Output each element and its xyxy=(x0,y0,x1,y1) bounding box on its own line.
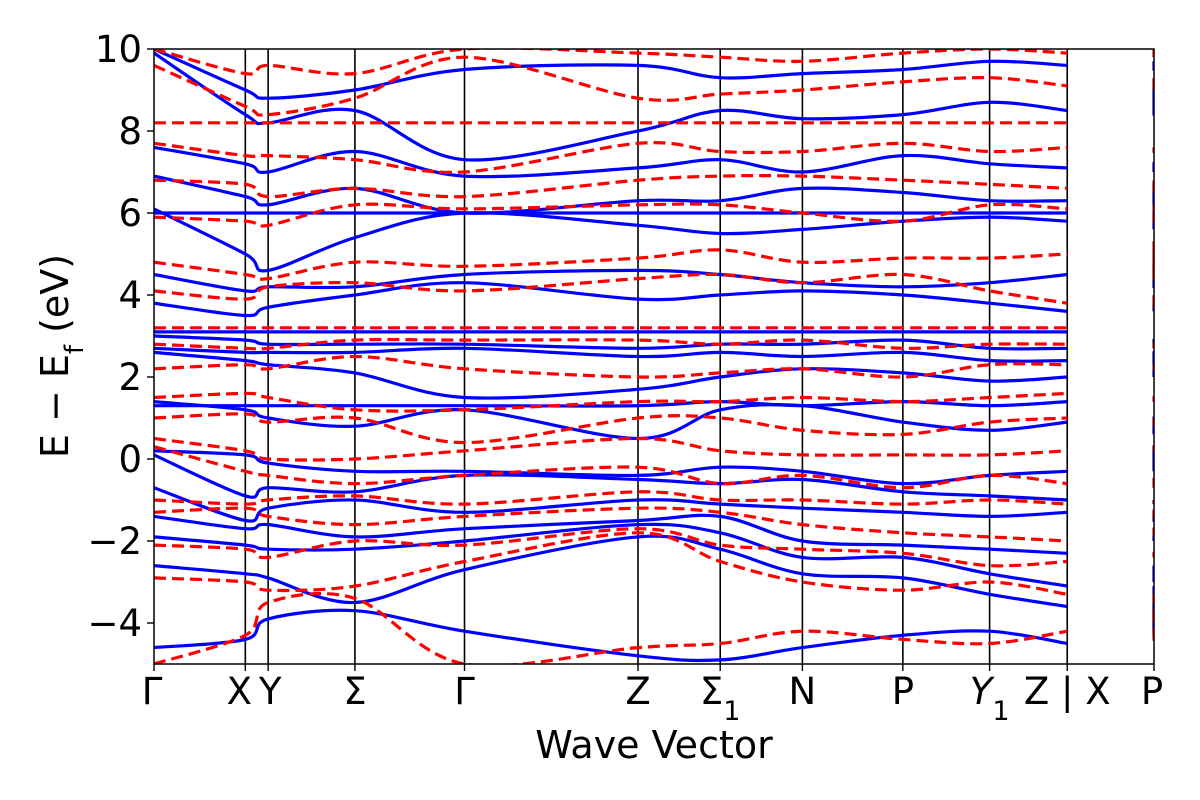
y-axis-label-unit: (eV) xyxy=(33,254,77,333)
x-axis-label: Wave Vector xyxy=(535,723,773,767)
x-tick-label-text: Y xyxy=(258,670,282,713)
y-axis-label: E − Ef (eV) xyxy=(33,254,90,458)
x-tick-label-subscript: 1 xyxy=(992,696,1009,727)
x-tick-label-text: P xyxy=(1141,670,1163,713)
x-tick-label: Γ xyxy=(454,670,475,713)
x-tick-label: Σ1 xyxy=(700,670,741,727)
band-line xyxy=(154,453,1068,502)
band-line xyxy=(154,141,1068,174)
x-tick-label: Y xyxy=(258,670,282,713)
x-tick-label-text: Y xyxy=(970,670,995,713)
y-tick-label: 10 xyxy=(95,28,142,71)
band-line xyxy=(154,272,1068,305)
y-axis-label-subscript: f xyxy=(60,344,90,354)
dashed-bands-series xyxy=(154,49,1154,664)
y-tick-label: −2 xyxy=(87,520,142,563)
band-line xyxy=(154,522,1068,588)
band-line xyxy=(154,513,1068,555)
x-tick-label: Z xyxy=(625,670,650,713)
band-line xyxy=(154,55,1068,117)
bands-layer xyxy=(154,49,1154,664)
band-line xyxy=(154,608,1068,663)
x-tick-label-text: Σ xyxy=(343,670,366,713)
band-line xyxy=(154,436,1068,462)
band-line xyxy=(154,527,1068,568)
band-line xyxy=(154,346,1068,363)
x-tick-label: P xyxy=(892,670,914,713)
y-tick-label: −4 xyxy=(87,602,142,645)
band-line xyxy=(154,391,1068,413)
band-line xyxy=(154,592,1068,664)
y-tick-label: 4 xyxy=(118,274,142,317)
x-tick-label-subscript: 1 xyxy=(723,696,740,727)
band-line xyxy=(154,506,1068,543)
x-tick-label-text: N xyxy=(789,670,817,713)
band-line xyxy=(154,49,1068,100)
x-tick-label: Y1 xyxy=(970,670,1010,727)
band-line xyxy=(154,248,1068,281)
band-line xyxy=(154,202,1068,228)
plot-frame xyxy=(153,48,1155,665)
x-tick-label: X xyxy=(227,670,252,713)
band-line xyxy=(154,534,1068,609)
band-line xyxy=(154,174,1068,215)
band-line xyxy=(154,449,1068,486)
band-line xyxy=(154,490,1068,506)
band-line xyxy=(154,400,1068,441)
band-line xyxy=(154,334,1068,351)
y-tick-label: 2 xyxy=(118,356,142,399)
x-tick-label-text: Z | X xyxy=(1024,670,1111,713)
x-tick-label: Γ xyxy=(142,670,163,713)
x-tick-label: Σ xyxy=(343,670,366,713)
band-line xyxy=(154,531,1068,596)
x-tick-label-text: Γ xyxy=(454,670,475,713)
band-line xyxy=(154,412,1068,445)
x-tick-label-text: Γ xyxy=(142,670,163,713)
y-tick-label: 6 xyxy=(118,192,142,235)
band-line xyxy=(154,350,1068,400)
band-line xyxy=(154,354,1068,379)
x-tick-label-text: Σ xyxy=(700,670,723,713)
y-tick-label: 8 xyxy=(118,110,142,153)
y-axis-label-main: E − E xyxy=(33,354,77,458)
band-line xyxy=(154,173,1068,199)
x-tick-label: P xyxy=(1141,670,1163,713)
solid-bands-series xyxy=(154,49,1154,663)
band-line xyxy=(154,445,1068,490)
band-line xyxy=(154,337,1068,351)
y-tick-label: 0 xyxy=(118,438,142,481)
y-axis-ticks: −4 −2 0 2 4 6 8 10 xyxy=(87,28,154,645)
x-tick-label: Z | X xyxy=(1024,670,1111,713)
band-line xyxy=(154,145,1068,179)
x-tick-label-text: Z xyxy=(625,670,650,713)
band-line xyxy=(154,268,1068,293)
x-tick-label: N xyxy=(789,670,817,713)
x-tick-label-text: P xyxy=(892,670,914,713)
band-line xyxy=(154,486,1068,523)
band-line xyxy=(154,281,1068,318)
x-tick-label-text: X xyxy=(227,670,252,713)
band-line xyxy=(154,49,1068,76)
